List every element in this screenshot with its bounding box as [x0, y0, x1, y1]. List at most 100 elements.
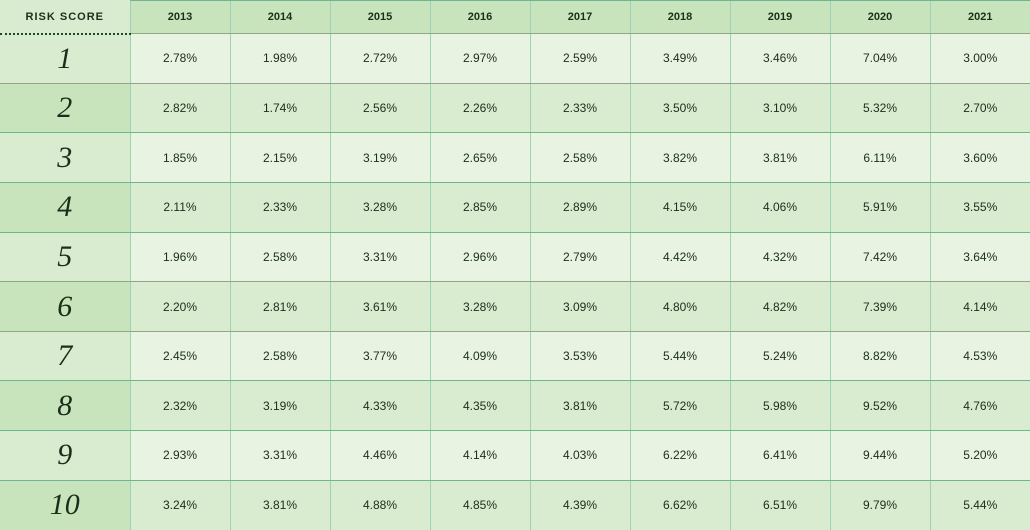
value-cell: 3.19% [330, 133, 430, 183]
table-row: 92.93%3.31%4.46%4.14%4.03%6.22%6.41%9.44… [0, 431, 1030, 481]
table-row: 31.85%2.15%3.19%2.65%2.58%3.82%3.81%6.11… [0, 133, 1030, 183]
value-cell: 2.82% [130, 83, 230, 133]
risk-score-header: RISK SCORE [0, 1, 130, 34]
value-cell: 3.61% [330, 282, 430, 332]
year-header: 2020 [830, 1, 930, 34]
value-cell: 4.76% [930, 381, 1030, 431]
value-cell: 4.88% [330, 480, 430, 530]
risk-score-cell: 2 [0, 83, 130, 133]
value-cell: 4.46% [330, 431, 430, 481]
year-header: 2021 [930, 1, 1030, 34]
value-cell: 2.85% [430, 182, 530, 232]
value-cell: 6.11% [830, 133, 930, 183]
year-header: 2015 [330, 1, 430, 34]
value-cell: 2.93% [130, 431, 230, 481]
value-cell: 6.22% [630, 431, 730, 481]
value-cell: 4.32% [730, 232, 830, 282]
table-row: 82.32%3.19%4.33%4.35%3.81%5.72%5.98%9.52… [0, 381, 1030, 431]
value-cell: 2.58% [230, 331, 330, 381]
risk-score-cell: 10 [0, 480, 130, 530]
value-cell: 4.03% [530, 431, 630, 481]
value-cell: 4.82% [730, 282, 830, 332]
table-row: 12.78%1.98%2.72%2.97%2.59%3.49%3.46%7.04… [0, 34, 1030, 84]
value-cell: 2.11% [130, 182, 230, 232]
table-header-row: RISK SCORE 20132014201520162017201820192… [0, 1, 1030, 34]
value-cell: 2.33% [230, 182, 330, 232]
value-cell: 4.35% [430, 381, 530, 431]
value-cell: 2.56% [330, 83, 430, 133]
value-cell: 2.72% [330, 34, 430, 84]
year-header: 2016 [430, 1, 530, 34]
value-cell: 2.65% [430, 133, 530, 183]
value-cell: 3.10% [730, 83, 830, 133]
year-header: 2017 [530, 1, 630, 34]
value-cell: 2.97% [430, 34, 530, 84]
value-cell: 3.19% [230, 381, 330, 431]
value-cell: 9.52% [830, 381, 930, 431]
value-cell: 2.26% [430, 83, 530, 133]
value-cell: 2.32% [130, 381, 230, 431]
value-cell: 2.70% [930, 83, 1030, 133]
value-cell: 6.51% [730, 480, 830, 530]
value-cell: 1.98% [230, 34, 330, 84]
value-cell: 2.58% [530, 133, 630, 183]
value-cell: 3.81% [730, 133, 830, 183]
value-cell: 2.89% [530, 182, 630, 232]
value-cell: 7.39% [830, 282, 930, 332]
value-cell: 3.09% [530, 282, 630, 332]
value-cell: 5.44% [630, 331, 730, 381]
value-cell: 7.04% [830, 34, 930, 84]
value-cell: 2.45% [130, 331, 230, 381]
value-cell: 3.00% [930, 34, 1030, 84]
value-cell: 1.74% [230, 83, 330, 133]
value-cell: 3.49% [630, 34, 730, 84]
value-cell: 5.91% [830, 182, 930, 232]
table-row: 51.96%2.58%3.31%2.96%2.79%4.42%4.32%7.42… [0, 232, 1030, 282]
value-cell: 4.09% [430, 331, 530, 381]
table-row: 72.45%2.58%3.77%4.09%3.53%5.44%5.24%8.82… [0, 331, 1030, 381]
year-header: 2018 [630, 1, 730, 34]
value-cell: 5.24% [730, 331, 830, 381]
value-cell: 2.81% [230, 282, 330, 332]
value-cell: 3.28% [430, 282, 530, 332]
risk-score-cell: 5 [0, 232, 130, 282]
value-cell: 4.53% [930, 331, 1030, 381]
value-cell: 3.31% [230, 431, 330, 481]
value-cell: 4.06% [730, 182, 830, 232]
value-cell: 4.39% [530, 480, 630, 530]
value-cell: 2.96% [430, 232, 530, 282]
value-cell: 2.58% [230, 232, 330, 282]
risk-score-cell: 8 [0, 381, 130, 431]
value-cell: 2.33% [530, 83, 630, 133]
year-header: 2014 [230, 1, 330, 34]
value-cell: 3.60% [930, 133, 1030, 183]
year-header: 2019 [730, 1, 830, 34]
risk-score-cell: 1 [0, 34, 130, 84]
value-cell: 2.79% [530, 232, 630, 282]
value-cell: 3.46% [730, 34, 830, 84]
value-cell: 2.15% [230, 133, 330, 183]
value-cell: 5.32% [830, 83, 930, 133]
risk-score-cell: 6 [0, 282, 130, 332]
table-row: 103.24%3.81%4.88%4.85%4.39%6.62%6.51%9.7… [0, 480, 1030, 530]
value-cell: 3.53% [530, 331, 630, 381]
risk-score-cell: 3 [0, 133, 130, 183]
value-cell: 7.42% [830, 232, 930, 282]
value-cell: 3.77% [330, 331, 430, 381]
value-cell: 6.41% [730, 431, 830, 481]
value-cell: 3.82% [630, 133, 730, 183]
value-cell: 4.14% [430, 431, 530, 481]
risk-score-cell: 9 [0, 431, 130, 481]
value-cell: 6.62% [630, 480, 730, 530]
value-cell: 3.81% [530, 381, 630, 431]
value-cell: 5.98% [730, 381, 830, 431]
table-row: 42.11%2.33%3.28%2.85%2.89%4.15%4.06%5.91… [0, 182, 1030, 232]
value-cell: 1.85% [130, 133, 230, 183]
value-cell: 3.28% [330, 182, 430, 232]
value-cell: 3.64% [930, 232, 1030, 282]
value-cell: 4.33% [330, 381, 430, 431]
value-cell: 2.78% [130, 34, 230, 84]
value-cell: 4.14% [930, 282, 1030, 332]
value-cell: 4.80% [630, 282, 730, 332]
value-cell: 5.72% [630, 381, 730, 431]
